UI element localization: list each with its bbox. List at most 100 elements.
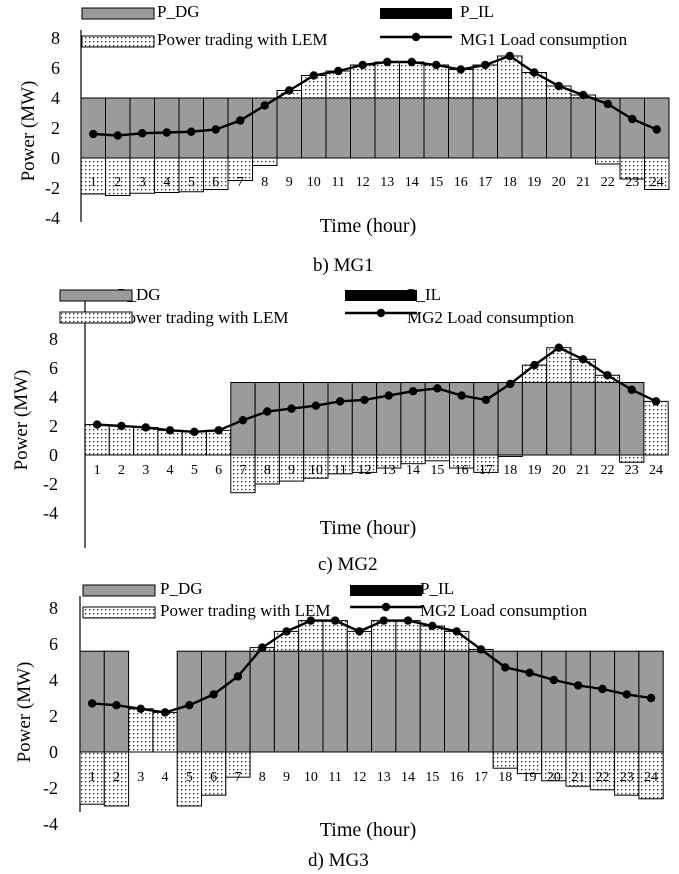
load-point bbox=[646, 693, 656, 703]
bar-lem-trading bbox=[103, 751, 130, 807]
bar-p-dg bbox=[472, 97, 498, 159]
legend-swatch-p-dg bbox=[59, 289, 133, 302]
load-point bbox=[432, 60, 441, 70]
x-tick-label: 2 bbox=[114, 175, 121, 190]
bar-p-dg bbox=[322, 650, 348, 753]
load-point bbox=[652, 125, 661, 134]
bar-lem-trading bbox=[152, 711, 178, 753]
load-point bbox=[92, 420, 102, 429]
x-tick-label: 1 bbox=[94, 463, 101, 478]
x-tick-label: 17 bbox=[478, 175, 492, 190]
bar-p-dg bbox=[325, 97, 351, 159]
x-axis-label: Time (hour) bbox=[320, 215, 416, 237]
load-point bbox=[285, 86, 294, 95]
load-point bbox=[187, 127, 196, 136]
x-axis-label: Time (hour) bbox=[320, 819, 416, 841]
load-point bbox=[598, 684, 607, 694]
load-point bbox=[165, 426, 175, 435]
bar-p-dg bbox=[278, 382, 305, 456]
y-tick-label: 8 bbox=[51, 28, 60, 48]
legend-swatch-load-marker bbox=[411, 32, 421, 42]
y-tick-label: -4 bbox=[43, 814, 58, 834]
load-point bbox=[334, 66, 343, 76]
legend-label-load: MG2 Load consumption bbox=[420, 601, 588, 620]
x-tick-label: 17 bbox=[479, 463, 493, 478]
panel-caption: c) MG2 bbox=[318, 554, 378, 575]
x-tick-label: 6 bbox=[215, 463, 222, 478]
y-tick-label: -2 bbox=[43, 474, 58, 494]
load-point bbox=[263, 407, 272, 416]
legend-swatch-p-il bbox=[380, 8, 452, 19]
bar-lem-trading bbox=[225, 751, 251, 778]
x-tick-label: 12 bbox=[352, 770, 366, 785]
legend-label-lem: Power trading with LEM bbox=[160, 601, 330, 620]
x-tick-label: 21 bbox=[576, 175, 590, 190]
x-tick-label: 7 bbox=[237, 175, 244, 190]
bar-lem-trading bbox=[423, 64, 449, 99]
bar-p-dg bbox=[448, 97, 474, 159]
bar-p-dg bbox=[497, 97, 523, 159]
y-axis-label: Power (MW) bbox=[14, 662, 35, 763]
load-point bbox=[138, 129, 147, 138]
load-point bbox=[554, 343, 564, 352]
bar-p-dg bbox=[371, 650, 397, 753]
bar-p-dg bbox=[80, 97, 106, 159]
x-tick-label: 7 bbox=[234, 770, 241, 785]
bar-lem-trading bbox=[395, 620, 421, 652]
x-tick-label: 10 bbox=[309, 463, 323, 478]
bar-lem-trading bbox=[619, 454, 645, 463]
load-point bbox=[311, 401, 321, 410]
legend-label-p-dg: P_DG bbox=[160, 579, 203, 598]
load-point bbox=[549, 675, 559, 685]
load-point bbox=[330, 616, 340, 625]
x-tick-label: 1 bbox=[90, 175, 97, 190]
load-point bbox=[287, 404, 296, 413]
bar-p-dg bbox=[619, 382, 645, 456]
x-tick-label: 19 bbox=[528, 463, 542, 478]
y-tick-label: -2 bbox=[45, 178, 60, 198]
y-tick-label: 6 bbox=[49, 358, 58, 378]
bar-p-dg bbox=[129, 97, 155, 159]
load-point bbox=[233, 672, 243, 681]
x-tick-label: 18 bbox=[498, 770, 512, 785]
bar-p-dg bbox=[273, 650, 300, 753]
bar-p-dg bbox=[423, 97, 449, 159]
bar-p-dg bbox=[374, 97, 400, 159]
y-tick-label: 8 bbox=[49, 598, 58, 618]
load-point bbox=[306, 616, 316, 625]
load-point bbox=[335, 397, 345, 406]
bar-p-dg bbox=[227, 97, 253, 159]
load-point bbox=[481, 395, 491, 405]
bar-lem-trading bbox=[472, 64, 498, 99]
x-tick-label: 11 bbox=[333, 463, 346, 478]
bar-p-dg bbox=[570, 382, 596, 456]
bar-p-dg bbox=[201, 650, 227, 753]
x-tick-label: 9 bbox=[283, 770, 290, 785]
x-tick-label: 2 bbox=[118, 463, 125, 478]
legend-label-lem: Power trading with LEM bbox=[157, 30, 327, 49]
bar-p-dg bbox=[594, 382, 621, 456]
x-tick-label: 15 bbox=[429, 175, 443, 190]
x-tick-label: 8 bbox=[259, 770, 266, 785]
x-tick-label: 15 bbox=[430, 463, 444, 478]
x-tick-label: 10 bbox=[304, 770, 318, 785]
panel-caption: d) MG3 bbox=[308, 850, 369, 871]
bar-lem-trading bbox=[252, 157, 278, 166]
bar-p-dg bbox=[546, 97, 572, 159]
bar-lem-trading bbox=[595, 157, 621, 165]
x-tick-label: 21 bbox=[576, 463, 590, 478]
load-point bbox=[358, 60, 367, 70]
bar-lem-trading bbox=[448, 69, 474, 99]
load-point bbox=[578, 355, 588, 364]
load-point bbox=[113, 131, 122, 140]
legend-swatch-p-il bbox=[345, 290, 417, 301]
x-tick-label: 9 bbox=[286, 175, 293, 190]
load-point bbox=[476, 645, 486, 654]
load-point bbox=[456, 65, 465, 74]
x-tick-label: 15 bbox=[425, 770, 439, 785]
x-tick-label: 6 bbox=[210, 770, 217, 785]
bar-p-dg bbox=[565, 650, 591, 753]
load-point bbox=[481, 60, 490, 70]
y-tick-label: 4 bbox=[49, 670, 58, 690]
